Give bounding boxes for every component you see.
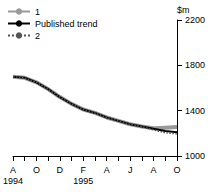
svg-text:F: F	[81, 165, 87, 175]
svg-text:1: 1	[35, 7, 40, 17]
svg-text:A: A	[104, 165, 110, 175]
svg-text:1000: 1000	[185, 151, 205, 161]
svg-text:2200: 2200	[185, 15, 205, 25]
svg-text:O: O	[33, 165, 40, 175]
svg-text:Published trend: Published trend	[35, 19, 98, 29]
svg-text:1800: 1800	[185, 60, 205, 70]
svg-text:1400: 1400	[185, 106, 205, 116]
svg-text:O: O	[173, 165, 180, 175]
svg-text:J: J	[128, 165, 133, 175]
svg-text:D: D	[57, 165, 64, 175]
svg-text:1994: 1994	[3, 176, 23, 186]
svg-text:A: A	[10, 165, 16, 175]
svg-text:2: 2	[35, 31, 40, 41]
svg-text:$m: $m	[177, 5, 190, 15]
svg-text:A: A	[151, 165, 157, 175]
svg-text:1995: 1995	[73, 176, 93, 186]
